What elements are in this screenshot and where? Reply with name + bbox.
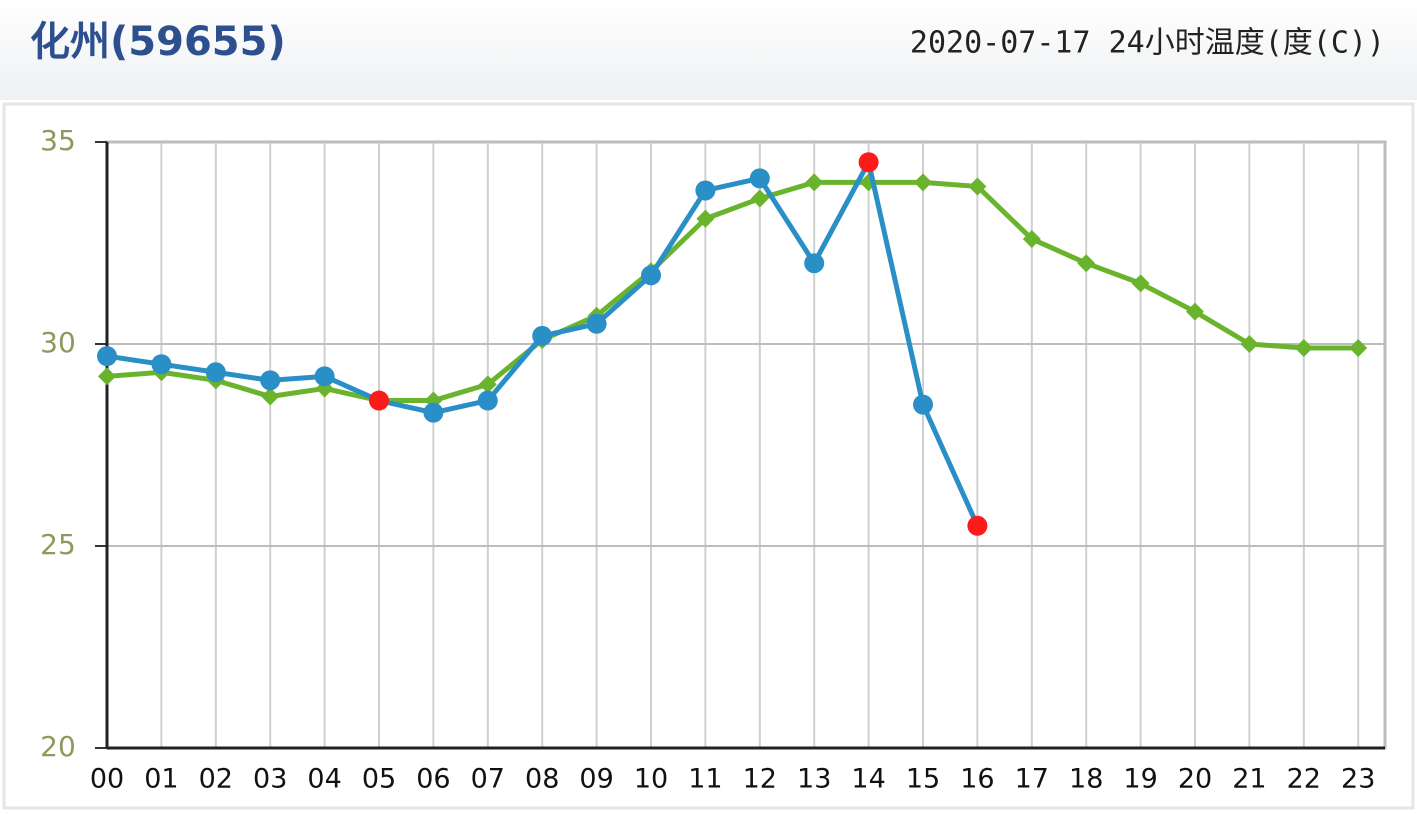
x-tick-label: 12 <box>743 764 777 795</box>
x-tick-label: 09 <box>579 764 613 795</box>
x-tick-label: 21 <box>1232 764 1266 795</box>
data-point <box>805 173 824 192</box>
y-tick-label: 35 <box>40 124 76 157</box>
data-point <box>696 209 715 228</box>
x-tick-label: 01 <box>144 764 178 795</box>
x-tick-label: 20 <box>1178 764 1212 795</box>
data-point <box>968 177 987 196</box>
x-tick-label: 11 <box>688 764 722 795</box>
data-point <box>967 515 988 536</box>
y-tick-label: 30 <box>40 326 76 359</box>
x-tick-label: 15 <box>906 764 940 795</box>
data-point <box>260 370 281 391</box>
x-tick-label: 13 <box>797 764 831 795</box>
plot-area: 20 25 30 35 00 01 02 03 04 05 06 07 08 09 10 11 12 13 14 15… <box>40 124 1387 795</box>
x-tick-label: 14 <box>851 764 885 795</box>
data-point <box>750 189 769 208</box>
x-tick-label: 03 <box>253 764 287 795</box>
x-tick-label: 06 <box>416 764 450 795</box>
series-line <box>106 179 1359 404</box>
chart-title: 化州(59655) <box>30 19 286 65</box>
data-point <box>1022 229 1041 248</box>
data-point <box>913 394 933 415</box>
data-point <box>1240 335 1259 353</box>
data-point <box>314 366 335 387</box>
x-tick-label: 19 <box>1123 764 1157 795</box>
chart-subtitle: 2020-07-17 24小时温度(度(C)) <box>910 26 1385 61</box>
data-point <box>914 173 932 192</box>
y-tick-label: 25 <box>40 528 76 561</box>
data-point <box>369 390 389 411</box>
data-point <box>478 375 497 394</box>
data-point <box>98 367 116 386</box>
data-point <box>423 402 444 423</box>
data-point <box>641 265 661 286</box>
x-tick-label: 10 <box>634 764 668 795</box>
data-point <box>1349 339 1368 358</box>
data-point <box>695 180 716 201</box>
x-tick-label: 18 <box>1069 764 1103 795</box>
x-tick-label: 08 <box>525 764 559 795</box>
data-point <box>532 325 553 346</box>
data-point <box>205 362 226 383</box>
data-point <box>97 346 117 367</box>
data-point <box>749 168 770 189</box>
x-tick-label: 23 <box>1341 764 1375 795</box>
data-point <box>1077 254 1096 273</box>
x-tick-label: 02 <box>199 764 233 795</box>
x-tick-label: 07 <box>471 764 505 795</box>
x-tick-label: 16 <box>960 764 994 795</box>
data-point <box>1131 274 1150 293</box>
x-tick-label: 00 <box>90 764 124 795</box>
data-point <box>804 253 825 274</box>
x-tick-label: 05 <box>362 764 396 795</box>
x-tick-label: 04 <box>307 764 341 795</box>
header-band <box>0 0 1417 100</box>
data-point <box>586 313 607 334</box>
data-point <box>151 354 172 375</box>
data-point <box>1294 339 1313 358</box>
data-point <box>477 390 498 411</box>
data-point <box>1186 302 1204 321</box>
data-point <box>858 152 879 173</box>
y-tick-label: 20 <box>40 730 76 763</box>
data-point <box>261 387 280 406</box>
x-tick-label: 22 <box>1287 764 1321 795</box>
plot-background <box>105 140 1387 750</box>
x-tick-label: 17 <box>1015 764 1049 795</box>
